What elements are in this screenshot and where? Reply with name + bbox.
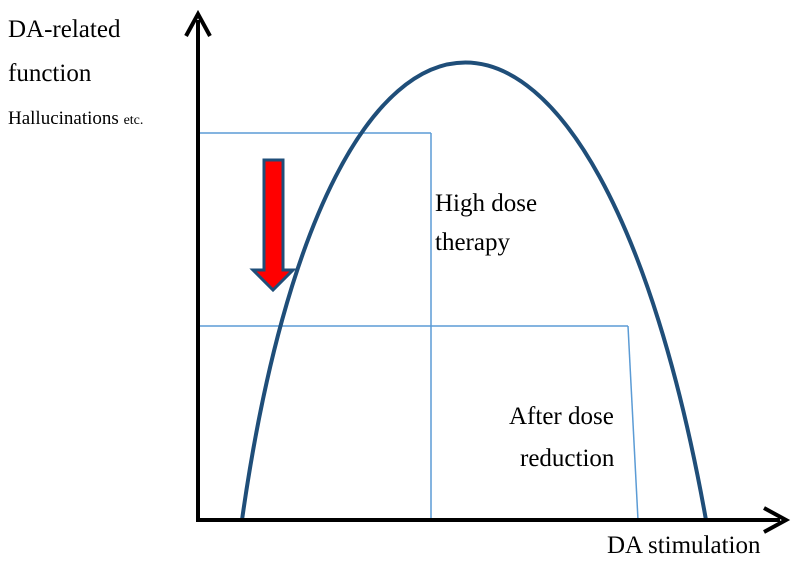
down-arrow-icon <box>249 158 297 293</box>
x-axis-label: DA stimulation <box>607 532 761 559</box>
y-axis-label-line1: DA-related <box>8 16 121 43</box>
reduced-dose-vertical-guide <box>627 325 639 521</box>
y-axis-label-line3: Hallucinations etc. <box>8 108 143 130</box>
high-dose-label-line1: High dose <box>435 190 538 217</box>
inverted-u-curve <box>240 60 708 521</box>
after-reduction-label-line2: reduction <box>520 445 615 472</box>
etc-text: etc. <box>123 113 144 128</box>
hallucinations-text: Hallucinations <box>8 108 119 129</box>
after-reduction-label-line1: After dose <box>509 403 614 430</box>
high-dose-label-line2: therapy <box>435 229 510 256</box>
y-axis-label-line2: function <box>8 60 92 87</box>
y-axis-arrowhead <box>184 9 212 37</box>
x-axis-arrowhead <box>763 506 791 534</box>
